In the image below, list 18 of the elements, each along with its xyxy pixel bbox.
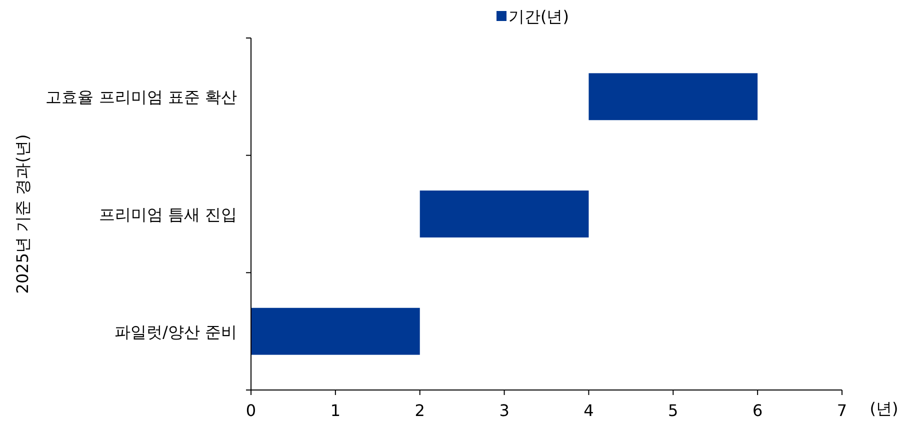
y-tick-label: 파일럿/양산 준비 xyxy=(114,322,237,342)
x-tick-label: 4 xyxy=(584,401,594,420)
x-tick-label: 2 xyxy=(414,401,425,420)
x-tick-label: 0 xyxy=(246,401,256,420)
y-tick-label: 프리미엄 틈새 진입 xyxy=(98,205,237,224)
x-axis-title: (년) xyxy=(870,399,898,418)
x-tick-label: 1 xyxy=(330,401,341,420)
legend-label: 기간(년) xyxy=(508,7,569,26)
x-tick-label: 7 xyxy=(836,401,848,420)
y-tick-label: 고효율 프리미엄 표준 확산 xyxy=(46,88,237,107)
bar xyxy=(251,308,420,355)
y-axis-title: 2025년 기준 경과(년) xyxy=(13,134,32,294)
bar xyxy=(420,190,589,238)
x-tick-label: 6 xyxy=(752,401,763,420)
bar xyxy=(588,73,758,120)
legend: 기간(년) xyxy=(496,7,569,26)
x-tick-label: 3 xyxy=(499,401,510,420)
x-tick-label: 5 xyxy=(668,401,678,420)
